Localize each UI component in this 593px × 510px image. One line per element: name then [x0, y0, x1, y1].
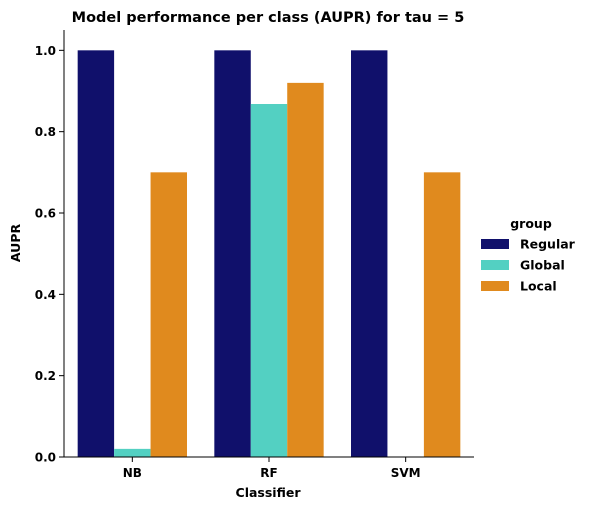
bar-local-nb	[150, 172, 187, 457]
bar-global-nb	[114, 448, 151, 457]
x-ticks: NB RF SVM	[123, 457, 421, 480]
bar-local-svm	[423, 172, 461, 457]
x-tick-label: RF	[260, 466, 277, 480]
y-tick-label: 0.6	[35, 207, 56, 221]
bar-local-rf	[287, 82, 324, 458]
bar-global-rf	[250, 104, 288, 457]
y-tick-label: 0.0	[35, 451, 56, 465]
chart-title: Model performance per class (AUPR) for t…	[72, 10, 465, 26]
bar-regular-svm	[351, 50, 388, 457]
x-tick-label: NB	[123, 466, 142, 480]
x-axis-label: Classifier	[236, 485, 302, 500]
legend-label-local: Local	[520, 279, 557, 294]
bar-regular-nb	[77, 50, 115, 457]
y-tick-label: 0.2	[35, 369, 56, 383]
legend-swatch-global	[481, 260, 509, 270]
bars-group	[77, 50, 461, 458]
legend-swatch-regular	[481, 239, 509, 249]
legend-label-global: Global	[520, 258, 565, 273]
legend-label-regular: Regular	[520, 237, 576, 252]
bar-regular-rf	[214, 50, 251, 457]
y-tick-label: 1.0	[35, 44, 56, 58]
y-tick-label: 0.8	[35, 125, 56, 139]
y-ticks: 0.0 0.2 0.4 0.6 0.8 1.0	[35, 44, 64, 465]
y-axis-label: AUPR	[8, 224, 23, 263]
y-tick-label: 0.4	[35, 288, 56, 302]
legend: group Regular Global Local	[481, 216, 576, 294]
legend-title: group	[510, 216, 552, 231]
legend-swatch-local	[481, 281, 509, 291]
x-tick-label: SVM	[391, 466, 421, 480]
